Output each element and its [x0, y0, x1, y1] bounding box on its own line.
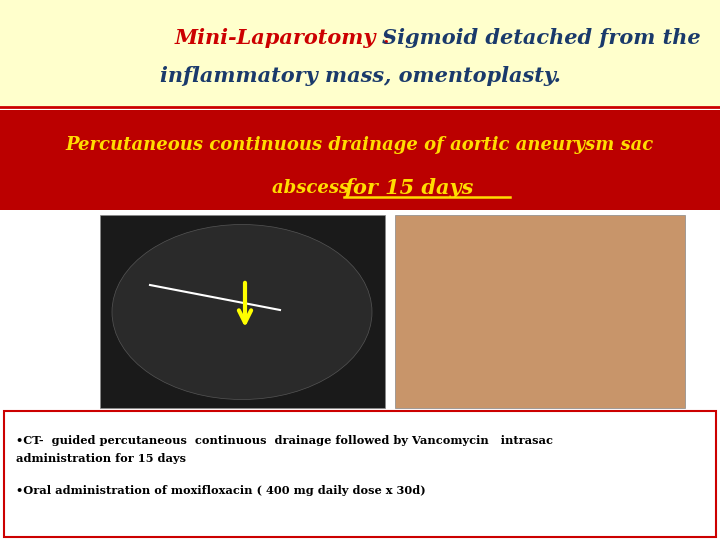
Text: •Oral administration of moxifloxacin ( 400 mg daily dose x 30d): •Oral administration of moxifloxacin ( 4… — [16, 484, 426, 496]
FancyBboxPatch shape — [4, 411, 716, 537]
FancyBboxPatch shape — [100, 215, 385, 408]
Text: •CT-  guided percutaneous  continuous  drainage followed by Vancomycin   intrasa: •CT- guided percutaneous continuous drai… — [16, 435, 553, 446]
Text: abscess: abscess — [272, 179, 356, 197]
Text: Sigmoid detached from the: Sigmoid detached from the — [382, 28, 701, 48]
Ellipse shape — [112, 225, 372, 400]
Text: for 15 days: for 15 days — [344, 178, 473, 198]
FancyBboxPatch shape — [0, 110, 720, 210]
Text: Percutaneous continuous drainage of aortic aneurysm sac: Percutaneous continuous drainage of aort… — [66, 136, 654, 154]
Text: Mini-Laparotomy :: Mini-Laparotomy : — [175, 28, 399, 48]
Text: administration for 15 days: administration for 15 days — [16, 453, 186, 463]
Text: inflammatory mass, omentoplasty.: inflammatory mass, omentoplasty. — [160, 66, 560, 86]
FancyBboxPatch shape — [395, 215, 685, 408]
FancyBboxPatch shape — [0, 0, 720, 108]
